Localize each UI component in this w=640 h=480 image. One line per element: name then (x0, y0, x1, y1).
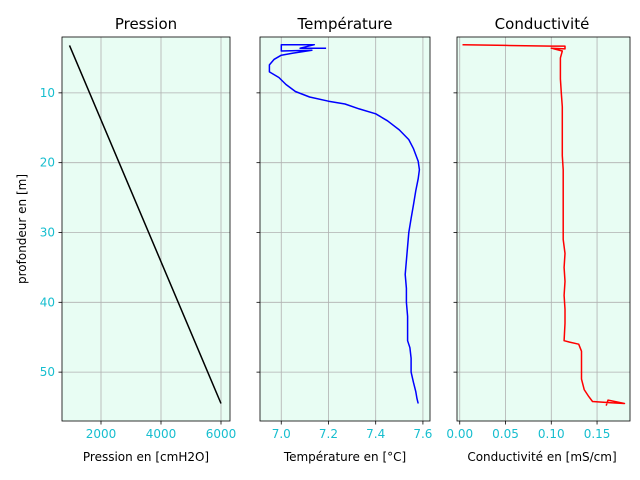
y-tick-label: 20 (40, 156, 55, 170)
x-tick-label: 0.05 (492, 427, 519, 441)
chart-panel-conductivite: 0.00 0.05 0.10 0.15 Conductivité Conductivi… (446, 15, 631, 464)
x-tick-label: 7.4 (366, 427, 385, 441)
axes-frame-conductivite (456, 36, 631, 422)
y-axis-label: profondeur en [m] (15, 174, 29, 284)
x-tick-label: 0.15 (584, 427, 611, 441)
chart-panel-pression: 2000 4000 6000 10 20 30 40 50 Pression Pression… (40, 15, 237, 464)
x-tick-label: 7.0 (272, 427, 291, 441)
plot-area-conductivite (457, 37, 630, 421)
chart-title-temperature: Température (296, 15, 392, 33)
axes-frame-pression (61, 36, 231, 422)
x-tick-label: 0.10 (538, 427, 565, 441)
x-tick-label: 0.00 (446, 427, 473, 441)
y-tick-label: 30 (40, 225, 55, 239)
x-tick-label: 7.2 (319, 427, 338, 441)
chart-title-pression: Pression (115, 15, 177, 33)
y-tick-label: 50 (40, 365, 55, 379)
chart-panel-temperature: 7.0 7.2 7.4 7.6 Température Température en … (256, 15, 432, 464)
y-tick-label: 40 (40, 295, 55, 309)
x-tick-label: 7.6 (413, 427, 432, 441)
x-tick-label: 4000 (146, 427, 177, 441)
x-axis-label-temperature: Température en [°C] (283, 450, 406, 464)
x-axis-label-conductivite: Conductivité en [mS/cm] (467, 450, 616, 464)
x-axis-label-pression: Pression en [cmH2O] (83, 450, 209, 464)
y-tick-label: 10 (40, 86, 55, 100)
plot-area-temperature (260, 37, 430, 421)
data-line-conductivite (462, 43, 626, 406)
axes-frame-temperature (259, 36, 431, 422)
data-line-temperature (268, 43, 421, 404)
x-tick-label: 6000 (206, 427, 237, 441)
chart-title-conductivite: Conductivité (495, 15, 590, 33)
data-line-pression (68, 45, 222, 404)
x-tick-label: 2000 (86, 427, 117, 441)
